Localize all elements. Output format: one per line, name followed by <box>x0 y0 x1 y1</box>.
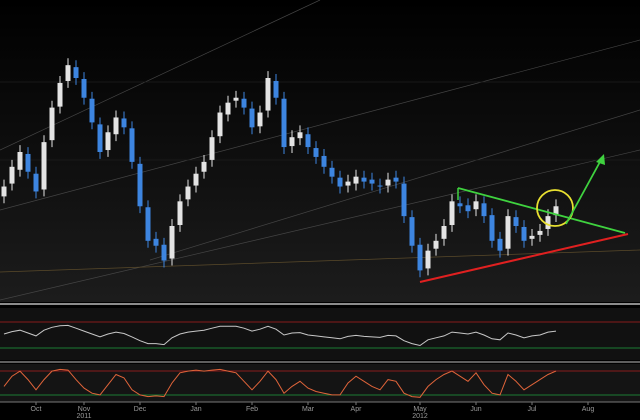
candle-body <box>297 132 303 139</box>
candles <box>1 58 559 278</box>
candle-body <box>337 177 343 187</box>
x-tick-label: Nov <box>78 406 91 413</box>
candle-body <box>409 217 415 246</box>
candle-body <box>177 201 183 226</box>
candle-body <box>201 161 207 172</box>
candle-body <box>97 124 103 152</box>
x-tick-label: Dec <box>134 406 147 413</box>
candle-body <box>313 148 319 157</box>
candle-body <box>249 108 255 128</box>
candle-body <box>361 177 367 182</box>
candle-body <box>241 98 247 108</box>
stochastic-panel <box>0 364 640 402</box>
candle-body <box>425 250 431 269</box>
year-label: 2012 <box>412 413 428 420</box>
year-label: 2011 <box>76 413 91 420</box>
x-tick-label: Mar <box>302 406 315 413</box>
candle-body <box>185 186 191 200</box>
candle-body <box>553 206 559 216</box>
candle-body <box>321 155 327 167</box>
candle-body <box>465 205 471 212</box>
rsi-line <box>3 324 557 347</box>
candle-body <box>81 78 87 98</box>
candle-body <box>49 107 55 141</box>
candle-body <box>545 216 551 229</box>
candle-body <box>113 117 119 135</box>
candle-body <box>481 203 487 217</box>
candle-body <box>145 207 151 241</box>
candle-body <box>137 163 143 207</box>
x-tick-label: Jan <box>190 406 201 413</box>
candle-body <box>41 142 47 190</box>
candle-body <box>353 176 359 184</box>
candle-body <box>441 226 447 239</box>
candle-body <box>193 173 199 186</box>
candle-body <box>401 183 407 217</box>
candle-body <box>473 201 479 210</box>
candle-body <box>161 244 167 261</box>
x-tick-label: Jul <box>528 406 537 413</box>
candle-body <box>537 230 543 235</box>
candle-body <box>9 166 15 184</box>
x-tick-label: Apr <box>351 406 363 413</box>
candle-body <box>217 112 223 137</box>
candle-body <box>57 82 63 107</box>
candle-body <box>273 80 279 98</box>
candle-body <box>457 203 463 207</box>
candle-body <box>209 137 215 160</box>
candle-body <box>369 179 375 184</box>
candle-body <box>281 98 287 148</box>
candle-body <box>417 244 423 271</box>
candle-body <box>497 238 503 251</box>
candle-body <box>1 186 7 197</box>
candle-body <box>257 112 263 127</box>
indicator-levels <box>0 321 640 396</box>
annotations <box>419 154 629 283</box>
candle-body <box>65 65 71 81</box>
candle-body <box>529 235 535 239</box>
stochastic-line <box>3 368 557 398</box>
candle-body <box>169 226 175 259</box>
candle-body <box>449 201 455 226</box>
candle-body <box>233 97 239 101</box>
candle-body <box>33 173 39 192</box>
candle-body <box>105 132 111 151</box>
candle-body <box>121 118 127 128</box>
candle-body <box>265 78 271 111</box>
candle-body <box>153 238 159 246</box>
candle-body <box>305 134 311 148</box>
candle-body <box>89 98 95 123</box>
candle-body <box>17 152 23 170</box>
candle-body <box>385 179 391 186</box>
candle-body <box>289 137 295 147</box>
candle-body <box>377 185 383 187</box>
candle-body <box>433 240 439 249</box>
x-tick-label: Oct <box>31 406 42 413</box>
candle-body <box>505 216 511 249</box>
candle-body <box>225 102 231 115</box>
x-tick-label: Feb <box>246 406 258 413</box>
candle-body <box>521 226 527 241</box>
candle-body <box>73 67 79 78</box>
candle-body <box>329 167 335 177</box>
candle-body <box>513 217 519 226</box>
candle-body <box>489 215 495 241</box>
candle-body <box>25 153 31 172</box>
price-panel <box>0 0 640 302</box>
candle-body <box>393 177 399 182</box>
x-tick-label: May <box>413 406 427 413</box>
x-tick-label: Aug <box>582 406 595 413</box>
candle-body <box>129 128 135 162</box>
x-tick-label: Jun <box>470 406 481 413</box>
candle-body <box>345 181 351 186</box>
